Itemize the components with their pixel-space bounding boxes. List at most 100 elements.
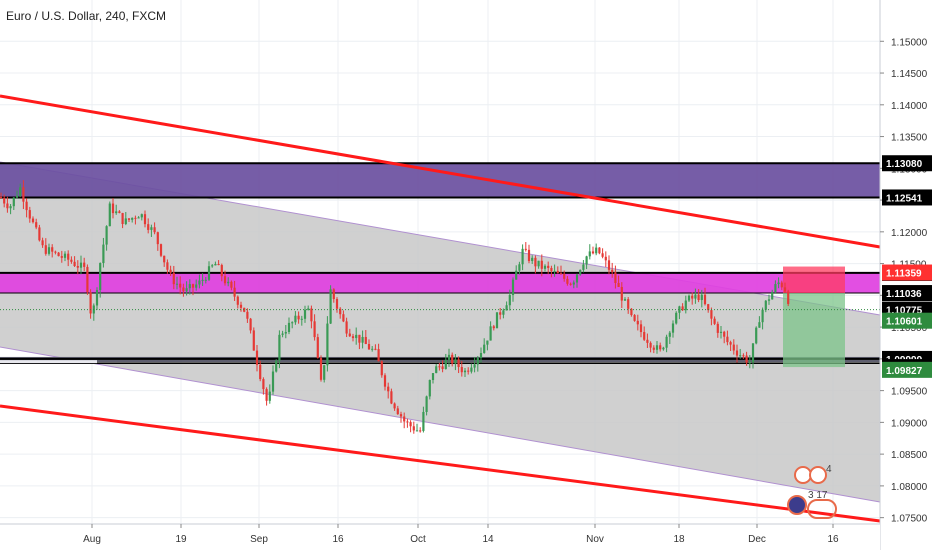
- candle-body: [591, 251, 595, 254]
- candle-body: [524, 248, 527, 250]
- candle: [204, 277, 207, 284]
- candle-body: [783, 287, 787, 292]
- candle-body: [761, 309, 764, 323]
- y-tick-label: 1.07500: [891, 514, 928, 525]
- candle: [246, 308, 249, 323]
- candle-body: [179, 283, 182, 288]
- y-tick-label: 1.15000: [891, 37, 928, 48]
- candle: [3, 194, 6, 208]
- candle: [230, 280, 233, 291]
- candle-body: [364, 336, 367, 345]
- y-tick-label: 1.14500: [891, 69, 928, 80]
- candle: [22, 180, 25, 210]
- candle-body: [732, 344, 735, 351]
- candle-body: [147, 224, 150, 230]
- candle: [649, 341, 652, 353]
- candle-body: [246, 311, 249, 319]
- candle: [9, 204, 12, 215]
- candle-body: [374, 348, 377, 350]
- candle: [179, 276, 182, 295]
- candle: [547, 261, 550, 275]
- candle-body: [313, 321, 316, 338]
- candle: [652, 345, 655, 354]
- candle-body: [649, 342, 652, 348]
- candle: [156, 231, 159, 251]
- candle-body: [425, 396, 428, 412]
- candle: [265, 387, 268, 406]
- x-tick-label: 16: [332, 534, 344, 545]
- price-tag: [882, 189, 932, 206]
- candle-body: [38, 227, 41, 241]
- candle: [262, 377, 265, 395]
- candle-body: [537, 260, 540, 267]
- candle-body: [329, 289, 332, 324]
- x-tick-label: Sep: [250, 534, 268, 545]
- candle: [6, 196, 9, 213]
- candle: [310, 305, 313, 329]
- candle: [31, 216, 35, 224]
- candle: [233, 280, 236, 301]
- candle: [710, 307, 713, 326]
- candle: [127, 218, 131, 222]
- candle: [639, 320, 643, 338]
- candle: [169, 265, 172, 277]
- candle-body: [495, 312, 499, 329]
- candle-body: [207, 266, 211, 280]
- candle: [665, 334, 668, 353]
- candle-body: [582, 264, 585, 270]
- candle: [185, 281, 188, 296]
- y-tick-label: 1.09500: [891, 387, 928, 398]
- candle: [220, 263, 223, 282]
- candle: [556, 266, 559, 274]
- candle-body: [745, 355, 748, 363]
- candle: [387, 382, 390, 399]
- candle: [35, 218, 38, 230]
- candle-body: [214, 263, 217, 266]
- candle-body: [435, 366, 438, 374]
- candle-body: [687, 295, 691, 301]
- candle: [409, 420, 412, 433]
- candle-body: [271, 371, 275, 392]
- candle-body: [662, 347, 665, 350]
- candle-body: [22, 187, 25, 202]
- candle: [463, 368, 467, 378]
- candle-body: [787, 291, 790, 304]
- candle: [764, 300, 767, 313]
- candle: [153, 222, 156, 235]
- candle-body: [553, 270, 556, 272]
- candle: [278, 330, 281, 369]
- candle-body: [89, 292, 92, 314]
- candle: [633, 314, 636, 322]
- candle: [195, 279, 198, 291]
- candle-body: [47, 247, 51, 254]
- candle-body: [710, 310, 713, 319]
- candle: [777, 277, 780, 289]
- price-tag-label: 1.09827: [886, 366, 923, 377]
- candle: [735, 344, 739, 363]
- candle: [0, 192, 3, 199]
- candle: [489, 321, 492, 341]
- candle-body: [227, 281, 230, 284]
- candle: [60, 250, 63, 263]
- candle-body: [479, 353, 483, 358]
- candle: [492, 324, 495, 331]
- candle: [559, 265, 563, 275]
- candle-body: [486, 340, 489, 345]
- candle: [780, 280, 783, 291]
- candle: [329, 285, 332, 324]
- candle-body: [774, 284, 777, 292]
- candle-body: [579, 269, 582, 275]
- x-tick-label: 19: [175, 534, 187, 545]
- candle-body: [175, 283, 179, 285]
- candle: [95, 287, 99, 310]
- candle: [57, 251, 60, 257]
- candle-body: [3, 197, 6, 204]
- candle: [620, 282, 623, 309]
- candle-body: [777, 282, 780, 285]
- candle-body: [281, 333, 284, 335]
- price-tag-label: 1.11036: [886, 289, 922, 300]
- candle: [198, 274, 201, 289]
- candle: [476, 356, 479, 372]
